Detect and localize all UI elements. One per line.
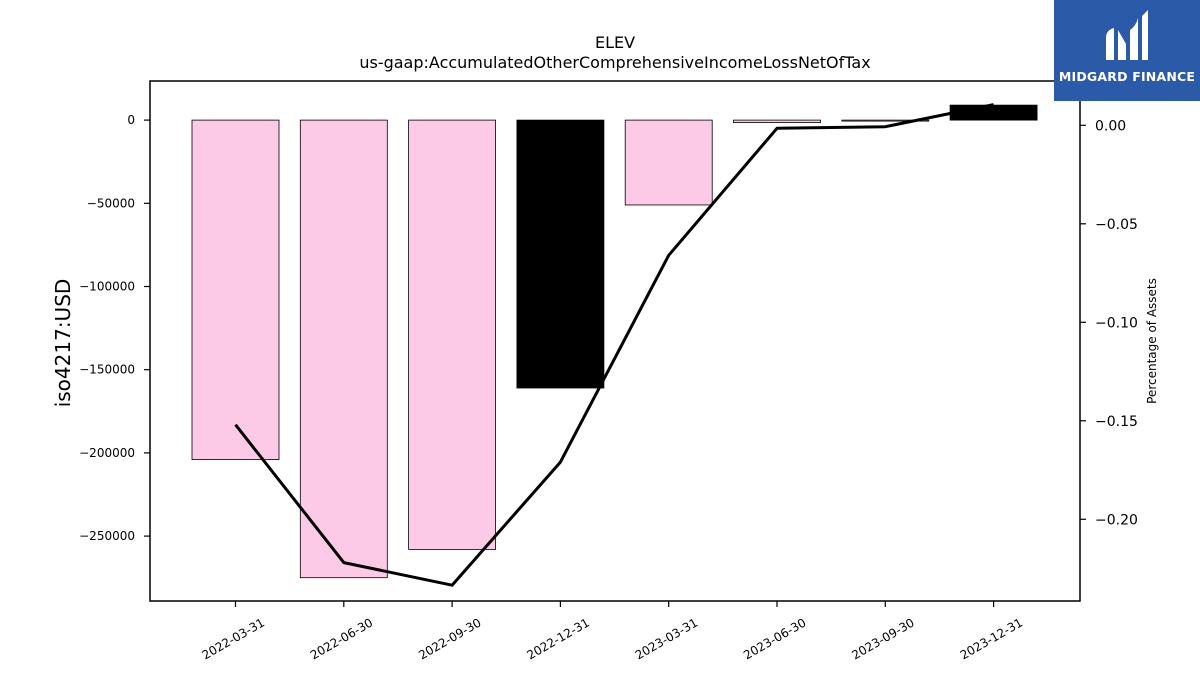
x-tick-label: 2023-03-31 — [633, 615, 700, 662]
plot-frame — [149, 80, 1081, 602]
y2-tick-label: −0.15 — [1095, 414, 1138, 430]
y-tick-label: −50000 — [87, 196, 135, 210]
y-tick-label: −150000 — [79, 363, 135, 377]
bar-2023-06-30 — [733, 119, 821, 123]
logo-text: MIDGARD FINANCE — [1058, 69, 1196, 84]
y-axis-label: iso4217:USD — [51, 279, 75, 408]
y2-tick-label: 0.00 — [1095, 118, 1126, 134]
chart-subtitle: us-gaap:AccumulatedOtherComprehensiveInc… — [359, 53, 870, 72]
midgard-finance-logo: MIDGARD FINANCE — [1054, 0, 1200, 101]
bar-2022-12-31 — [516, 119, 605, 389]
x-tick-label: 2022-12-31 — [524, 615, 591, 662]
percentage-line — [234, 103, 994, 587]
x-tick-label: 2022-09-30 — [416, 615, 483, 662]
bar-2023-09-30 — [841, 119, 930, 122]
bar-2022-06-30 — [299, 119, 388, 579]
x-tick-label: 2023-06-30 — [741, 615, 808, 662]
bar-2022-09-30 — [408, 119, 497, 550]
y-tick-label: −200000 — [79, 446, 135, 460]
y-tick-label: 0 — [127, 113, 135, 127]
chart-title: ELEV — [595, 33, 635, 52]
logo-mark-icon — [1106, 10, 1148, 60]
y-tick-label: −250000 — [79, 529, 135, 543]
bar-2023-03-31 — [624, 119, 713, 206]
y-tick-label: −100000 — [79, 280, 135, 294]
x-tick-label: 2023-09-30 — [849, 615, 916, 662]
y2-axis-label: Percentage of Assets — [1145, 278, 1159, 404]
bar-2022-03-31 — [191, 119, 280, 460]
x-tick-label: 2022-03-31 — [200, 615, 267, 662]
y2-tick-label: −0.20 — [1095, 512, 1138, 528]
x-tick-label: 2022-06-30 — [308, 615, 375, 662]
x-tick-label: 2023-12-31 — [958, 615, 1025, 662]
y2-tick-label: −0.05 — [1095, 217, 1138, 233]
y2-tick-label: −0.10 — [1095, 315, 1138, 331]
bar-2023-12-31 — [949, 104, 1038, 121]
